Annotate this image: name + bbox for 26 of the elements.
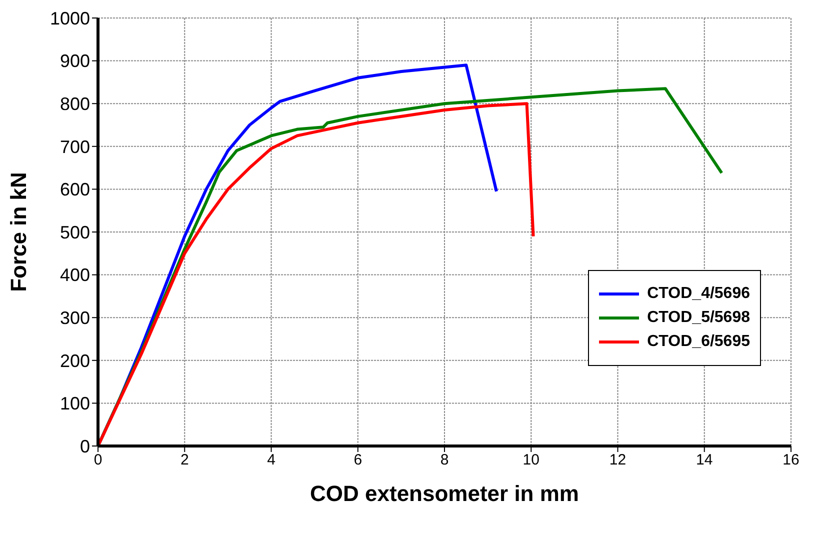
y-tick-label: 100 [60, 394, 90, 414]
legend-label: CTOD_4/5696 [647, 285, 750, 303]
y-axis-title: Force in kN [6, 172, 31, 292]
y-tick-label: 1000 [50, 8, 90, 28]
y-tick-label: 600 [60, 180, 90, 200]
y-tick-label: 0 [80, 436, 90, 456]
line-series [98, 102, 535, 446]
y-tick-label: 900 [60, 51, 90, 72]
x-tick-label: 0 [94, 452, 102, 469]
x-tick-label: 8 [440, 452, 449, 469]
y-tick-label: 300 [60, 308, 90, 328]
x-tick-label: 12 [609, 452, 626, 469]
x-tick-label: 10 [522, 452, 540, 469]
x-tick-label: 16 [782, 452, 800, 469]
legend-label: CTOD_5/5698 [647, 309, 750, 327]
y-tick-label: 800 [60, 94, 90, 114]
y-tick-label: 500 [60, 222, 90, 242]
y-tick-label: 200 [60, 350, 90, 371]
x-axis-title: COD extensometer in mm [310, 481, 579, 506]
legend-label: CTOD_6/5695 [647, 333, 750, 351]
x-tick-label: 4 [267, 452, 276, 469]
x-tick-label: 14 [696, 452, 713, 469]
x-tick-label: 6 [354, 452, 362, 469]
y-tick-label: 700 [60, 136, 90, 157]
y-tick-label: 400 [60, 265, 90, 286]
x-tick-label: 2 [180, 452, 189, 469]
